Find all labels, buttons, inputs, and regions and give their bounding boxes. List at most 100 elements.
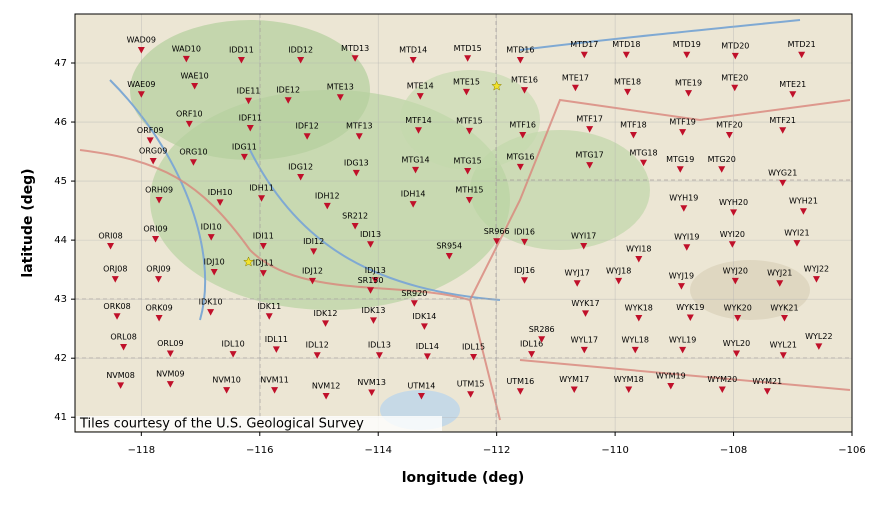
station-label: IDG13: [344, 158, 369, 167]
station-label: WYI21: [784, 229, 809, 238]
y-tick-label: 47: [54, 58, 67, 69]
station-marker: [308, 277, 316, 285]
station-label: MTF20: [716, 121, 743, 130]
station-marker: [416, 93, 424, 100]
station-marker: [491, 80, 503, 91]
station-label: MTF19: [669, 118, 696, 127]
station-label: WYK21: [770, 304, 798, 313]
station-marker: [445, 253, 453, 260]
station-label: IDK13: [362, 306, 386, 315]
station-label: WYL19: [669, 335, 696, 344]
station-marker: [259, 243, 267, 250]
station-label: MTD16: [506, 46, 534, 55]
station-marker: [464, 55, 472, 62]
station-marker: [107, 243, 115, 250]
station-marker: [297, 57, 305, 64]
station-label: UTM14: [408, 381, 436, 390]
station-label: IDK12: [314, 309, 338, 318]
station-marker: [467, 391, 475, 398]
station-marker: [465, 127, 473, 135]
station-marker: [725, 132, 733, 139]
station-label: MTF15: [456, 116, 483, 125]
station-marker: [149, 158, 157, 165]
x-tick-label: −106: [838, 445, 865, 456]
station-label: NVM10: [212, 376, 241, 385]
station-marker: [155, 196, 163, 204]
station-marker: [779, 127, 787, 134]
station-label: MTD15: [454, 44, 482, 53]
station-marker: [240, 153, 248, 161]
station-label: WAE10: [181, 72, 209, 81]
station-label: WYK18: [625, 304, 653, 313]
station-label: MTE21: [779, 80, 806, 89]
attribution-bg: [76, 416, 442, 431]
station-marker: [166, 381, 174, 388]
station-marker: [640, 159, 648, 167]
station-marker: [812, 276, 820, 283]
station-label: MTF13: [346, 122, 373, 131]
station-label: WYL22: [805, 332, 832, 341]
station-marker: [779, 352, 787, 359]
station-marker: [573, 280, 581, 287]
station-label: WYH21: [789, 197, 818, 206]
x-tick-label: −108: [720, 445, 747, 456]
station-label: WYM18: [614, 375, 644, 384]
station-marker: [520, 277, 528, 284]
station-marker: [763, 388, 771, 395]
station-marker: [272, 346, 280, 353]
station-marker: [207, 234, 215, 241]
station-label: WYL20: [723, 339, 750, 348]
station-marker: [166, 350, 174, 357]
station-marker: [586, 162, 594, 169]
marks: WAD09 WAD10 IDD11 IDD12 MTD13 MTD14 MTD15 MTD16…: [98, 36, 833, 400]
station-label: WYH20: [719, 198, 748, 207]
station-marker: [152, 235, 160, 243]
station-marker: [113, 313, 121, 320]
station-marker: [210, 269, 218, 276]
station-marker: [793, 240, 801, 247]
station-label: MTE16: [511, 76, 538, 85]
station-marker: [462, 88, 470, 96]
station-label: IDJ13: [365, 266, 386, 275]
station-marker: [676, 166, 684, 173]
station-marker: [303, 133, 311, 140]
station-marker: [284, 97, 292, 104]
station-label: WYH19: [669, 194, 698, 203]
station-label: UTM15: [457, 380, 485, 389]
station-marker: [465, 196, 473, 204]
station-label: NVM11: [260, 376, 289, 385]
station-label: IDK14: [412, 312, 436, 321]
station-label: IDH10: [208, 188, 233, 197]
plot-frame: [74, 13, 853, 433]
station-label: WYJ18: [606, 266, 631, 275]
station-label: MTE18: [614, 77, 641, 86]
station-label: WYL17: [571, 335, 598, 344]
station-marker: [243, 256, 254, 267]
station-label: SR286: [529, 325, 555, 334]
station-label: IDE11: [237, 86, 261, 95]
station-label: SR920: [401, 289, 427, 298]
station-label: WYI18: [626, 245, 651, 254]
station-label: ORJ09: [146, 265, 170, 274]
station-label: MTG19: [666, 155, 694, 164]
station-marker: [667, 382, 675, 390]
station-label: WYI17: [571, 232, 596, 241]
station-label: ORL09: [157, 339, 184, 348]
station-marker: [146, 137, 154, 144]
station-marker: [120, 343, 128, 351]
y-tick-label: 42: [54, 353, 67, 364]
station-label: IDK11: [257, 302, 281, 311]
station-label: WYK17: [571, 299, 599, 308]
station-marker: [367, 287, 375, 294]
station-marker: [798, 51, 806, 59]
station-label: MTE17: [562, 73, 589, 82]
station-label: WAD09: [127, 36, 156, 45]
station-marker: [731, 277, 739, 285]
station-label: MTD20: [721, 41, 749, 50]
station-marker: [371, 277, 379, 284]
station-label: IDH12: [315, 191, 340, 200]
station-marker: [586, 126, 594, 133]
station-marker: [776, 280, 784, 287]
station-marker: [351, 222, 359, 230]
station-marker: [581, 310, 589, 317]
